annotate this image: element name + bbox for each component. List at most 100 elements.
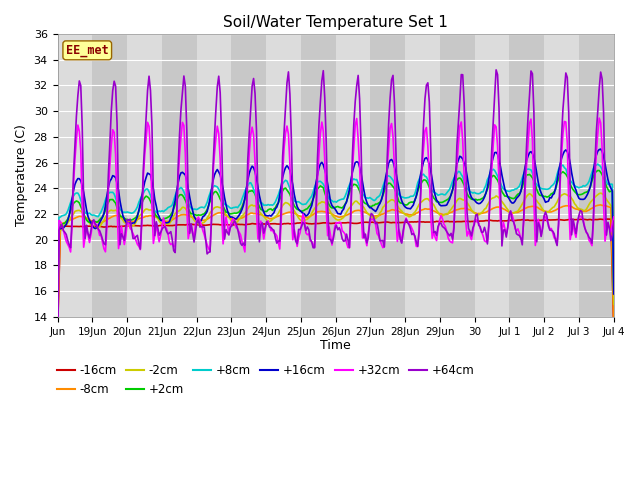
+16cm — [607, 185, 614, 191]
+32cm — [607, 229, 614, 235]
+16cm — [54, 315, 61, 321]
-16cm — [607, 216, 614, 222]
-2cm — [533, 198, 541, 204]
Bar — [335, 34, 371, 317]
-8cm — [90, 218, 98, 224]
-8cm — [54, 329, 61, 335]
+16cm — [610, 291, 618, 297]
Line: +2cm: +2cm — [58, 170, 614, 315]
+64cm — [450, 225, 458, 231]
+2cm — [90, 219, 98, 225]
+2cm — [610, 290, 618, 296]
+8cm — [533, 182, 541, 188]
Bar — [509, 34, 544, 317]
Bar — [92, 34, 127, 317]
Bar — [196, 34, 231, 317]
+16cm — [533, 170, 541, 176]
-2cm — [610, 301, 618, 307]
+32cm — [340, 229, 348, 235]
-8cm — [597, 202, 605, 208]
+8cm — [340, 196, 348, 202]
Line: -8cm: -8cm — [58, 205, 614, 332]
+8cm — [90, 212, 98, 218]
+32cm — [54, 357, 61, 362]
-2cm — [90, 224, 98, 230]
+2cm — [54, 312, 61, 318]
+32cm — [90, 218, 98, 224]
+32cm — [610, 214, 618, 220]
+64cm — [534, 220, 542, 226]
X-axis label: Time: Time — [320, 339, 351, 352]
+32cm — [595, 115, 603, 121]
+32cm — [72, 136, 80, 142]
Bar — [162, 34, 196, 317]
+64cm — [610, 218, 618, 224]
+8cm — [594, 161, 602, 167]
+16cm — [340, 206, 348, 212]
-8cm — [610, 321, 618, 326]
+8cm — [610, 286, 618, 291]
-2cm — [450, 203, 458, 208]
+2cm — [72, 198, 80, 204]
Line: +64cm: +64cm — [58, 70, 614, 363]
+64cm — [54, 360, 61, 366]
Bar — [405, 34, 440, 317]
Bar — [440, 34, 475, 317]
Line: +8cm: +8cm — [58, 164, 614, 311]
+16cm — [597, 146, 605, 152]
Bar — [231, 34, 266, 317]
+2cm — [450, 183, 458, 189]
-16cm — [340, 220, 348, 226]
-8cm — [533, 204, 541, 210]
-2cm — [54, 315, 61, 321]
Line: +32cm: +32cm — [58, 118, 614, 360]
Y-axis label: Temperature (C): Temperature (C) — [15, 124, 28, 227]
Text: EE_met: EE_met — [66, 44, 109, 57]
Bar — [579, 34, 614, 317]
+64cm — [607, 238, 614, 243]
-8cm — [450, 208, 458, 214]
+8cm — [607, 181, 614, 187]
-2cm — [340, 215, 348, 220]
+8cm — [54, 308, 61, 313]
Bar — [58, 34, 92, 317]
+32cm — [450, 221, 458, 227]
+2cm — [340, 204, 348, 209]
+64cm — [340, 239, 348, 244]
Bar — [544, 34, 579, 317]
-16cm — [604, 216, 612, 222]
Line: +16cm: +16cm — [58, 149, 614, 318]
+2cm — [533, 187, 541, 192]
Bar — [127, 34, 162, 317]
+64cm — [492, 67, 500, 73]
Bar — [475, 34, 509, 317]
Bar — [301, 34, 335, 317]
+64cm — [90, 217, 98, 223]
-8cm — [340, 214, 348, 219]
Bar — [266, 34, 301, 317]
Legend: -16cm, -8cm, -2cm, +2cm, +8cm, +16cm, +32cm, +64cm: -16cm, -8cm, -2cm, +2cm, +8cm, +16cm, +3… — [52, 360, 479, 401]
-2cm — [72, 208, 80, 214]
+16cm — [90, 225, 98, 230]
-16cm — [533, 218, 541, 224]
+2cm — [607, 188, 614, 194]
-8cm — [72, 215, 80, 220]
-2cm — [607, 203, 614, 208]
Line: -2cm: -2cm — [58, 193, 614, 318]
Bar — [371, 34, 405, 317]
+8cm — [450, 175, 458, 181]
Title: Soil/Water Temperature Set 1: Soil/Water Temperature Set 1 — [223, 15, 448, 30]
Line: -16cm: -16cm — [58, 219, 614, 335]
-16cm — [610, 328, 618, 334]
+8cm — [72, 190, 80, 196]
+32cm — [533, 230, 541, 236]
-16cm — [90, 224, 98, 229]
+16cm — [72, 178, 80, 184]
-16cm — [72, 224, 80, 229]
-2cm — [597, 190, 605, 196]
+16cm — [450, 178, 458, 183]
-16cm — [54, 332, 61, 338]
+2cm — [594, 168, 602, 173]
+64cm — [72, 113, 80, 119]
-8cm — [607, 204, 614, 210]
